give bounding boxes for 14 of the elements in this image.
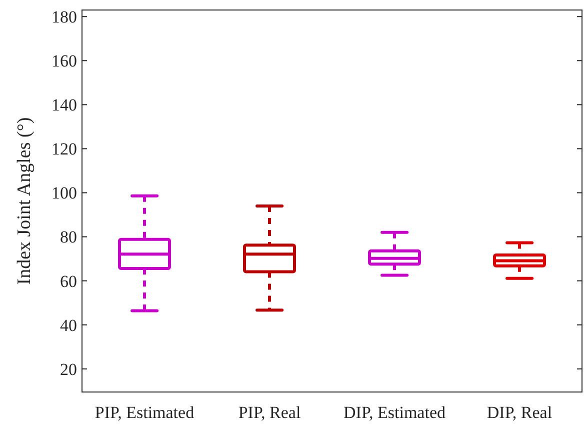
x-tick-label: DIP, Estimated xyxy=(344,403,446,422)
y-tick-label: 140 xyxy=(52,96,77,115)
y-tick-label: 180 xyxy=(52,8,77,27)
y-tick-label: 100 xyxy=(52,184,77,203)
y-tick-label: 120 xyxy=(52,140,77,159)
y-tick-label: 60 xyxy=(60,272,77,291)
x-tick-label: PIP, Estimated xyxy=(94,403,195,422)
y-tick-label: 40 xyxy=(60,316,77,335)
y-tick-label: 20 xyxy=(60,360,77,379)
x-tick-label: DIP, Real xyxy=(486,403,552,422)
y-axis-title: Index Joint Angles (°) xyxy=(14,117,35,285)
y-tick-label: 80 xyxy=(60,228,77,247)
x-tick-label: PIP, Real xyxy=(238,403,301,422)
y-tick-label: 160 xyxy=(52,52,77,71)
